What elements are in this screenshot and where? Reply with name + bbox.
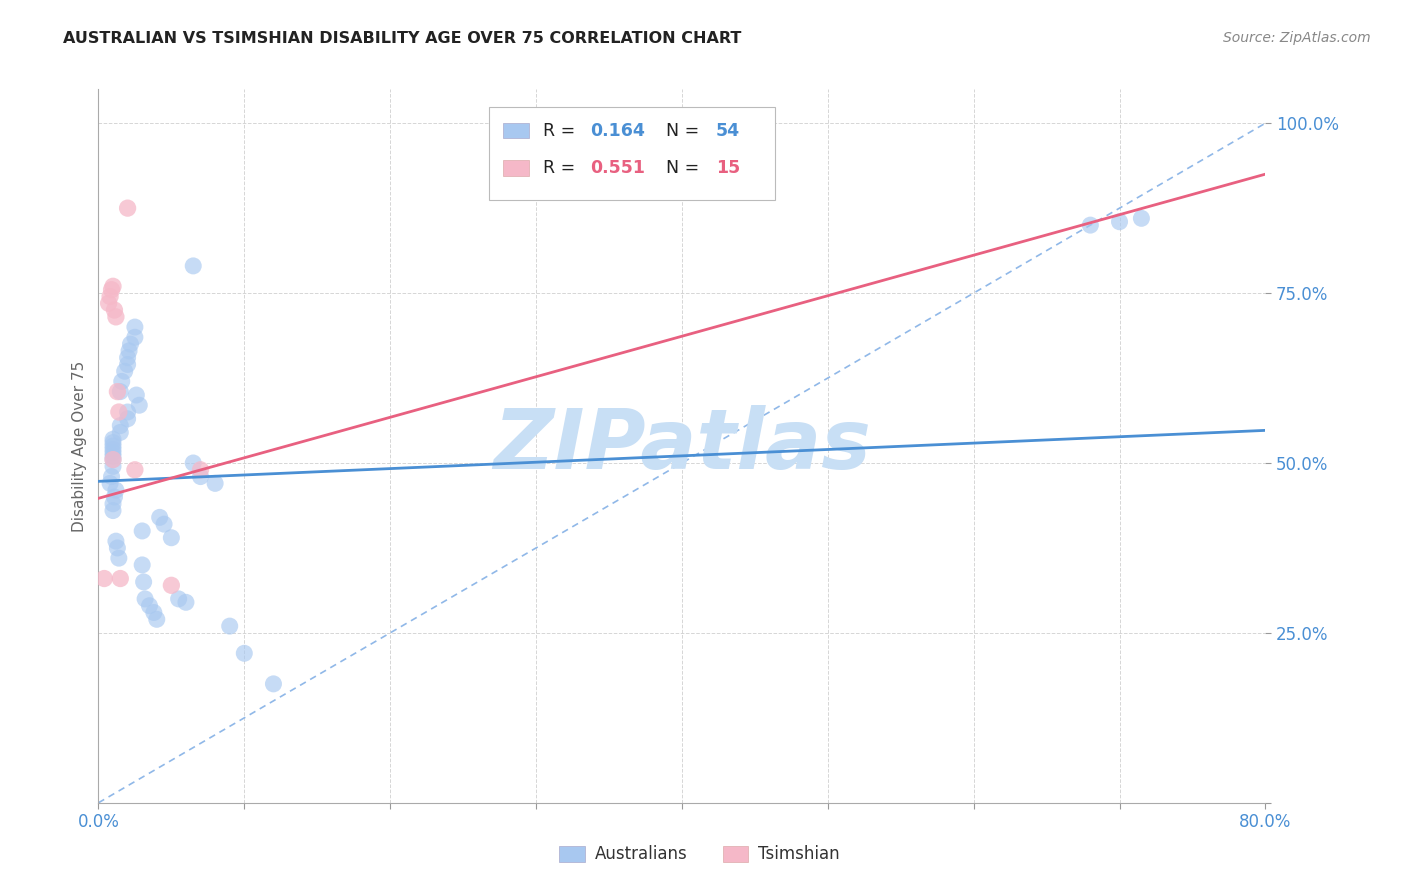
Text: AUSTRALIAN VS TSIMSHIAN DISABILITY AGE OVER 75 CORRELATION CHART: AUSTRALIAN VS TSIMSHIAN DISABILITY AGE O… bbox=[63, 31, 741, 46]
Point bbox=[117, 351, 139, 365]
Point bbox=[101, 446, 124, 460]
Point bbox=[103, 303, 125, 318]
Text: N =: N = bbox=[655, 121, 704, 139]
Point bbox=[1130, 211, 1153, 226]
Point bbox=[160, 531, 183, 545]
Point bbox=[132, 574, 155, 589]
Point bbox=[149, 510, 172, 524]
Point bbox=[100, 283, 122, 297]
Point bbox=[131, 558, 153, 572]
Text: R =: R = bbox=[543, 121, 581, 139]
Point bbox=[160, 578, 183, 592]
Point bbox=[110, 425, 132, 440]
Point bbox=[117, 412, 139, 426]
Point bbox=[101, 449, 124, 463]
Point bbox=[134, 591, 156, 606]
Point bbox=[120, 337, 142, 351]
Bar bbox=[503, 123, 529, 138]
Text: 0.551: 0.551 bbox=[589, 159, 645, 177]
Point bbox=[100, 469, 122, 483]
Text: Tsimshian: Tsimshian bbox=[758, 846, 839, 863]
Point bbox=[110, 418, 132, 433]
Point bbox=[131, 524, 153, 538]
Point bbox=[101, 497, 124, 511]
Point bbox=[93, 572, 115, 586]
Point bbox=[98, 289, 121, 303]
Text: 54: 54 bbox=[716, 121, 740, 139]
Point bbox=[117, 405, 139, 419]
Text: N =: N = bbox=[655, 159, 704, 177]
Point bbox=[101, 435, 124, 450]
Point bbox=[125, 388, 148, 402]
Point bbox=[1080, 218, 1102, 232]
Point bbox=[167, 591, 190, 606]
Point bbox=[181, 456, 204, 470]
Point bbox=[181, 259, 204, 273]
Point bbox=[108, 405, 131, 419]
Point bbox=[117, 358, 139, 372]
Point bbox=[101, 459, 124, 474]
Bar bbox=[503, 160, 529, 176]
Bar bbox=[560, 847, 585, 862]
Point bbox=[104, 310, 127, 324]
Point bbox=[233, 646, 256, 660]
Point bbox=[101, 439, 124, 453]
Point bbox=[190, 463, 212, 477]
Point bbox=[105, 541, 128, 555]
Point bbox=[97, 296, 120, 310]
Point bbox=[174, 595, 197, 609]
Point bbox=[101, 452, 124, 467]
Point bbox=[108, 551, 131, 566]
Point bbox=[218, 619, 240, 633]
Point bbox=[101, 279, 124, 293]
Point bbox=[101, 452, 124, 467]
Point bbox=[104, 534, 127, 549]
Text: Source: ZipAtlas.com: Source: ZipAtlas.com bbox=[1223, 31, 1371, 45]
Point bbox=[262, 677, 284, 691]
Bar bbox=[723, 847, 748, 862]
Y-axis label: Disability Age Over 75: Disability Age Over 75 bbox=[72, 360, 87, 532]
Point bbox=[101, 503, 124, 517]
Point bbox=[101, 442, 124, 457]
Point bbox=[114, 364, 136, 378]
Point bbox=[111, 375, 134, 389]
Text: R =: R = bbox=[543, 159, 581, 177]
Point bbox=[110, 384, 132, 399]
Point bbox=[104, 483, 127, 498]
Point bbox=[110, 572, 132, 586]
Point bbox=[190, 469, 212, 483]
Point bbox=[138, 599, 160, 613]
Text: 0.164: 0.164 bbox=[589, 121, 644, 139]
Point bbox=[128, 398, 150, 412]
FancyBboxPatch shape bbox=[489, 107, 775, 200]
Point bbox=[118, 343, 141, 358]
Point bbox=[101, 432, 124, 446]
Point bbox=[142, 606, 165, 620]
Point bbox=[124, 463, 146, 477]
Text: 15: 15 bbox=[716, 159, 740, 177]
Point bbox=[146, 612, 169, 626]
Point bbox=[105, 384, 128, 399]
Point bbox=[153, 517, 176, 532]
Point bbox=[117, 201, 139, 215]
Text: ZIPatlas: ZIPatlas bbox=[494, 406, 870, 486]
Point bbox=[124, 320, 146, 334]
Point bbox=[103, 490, 125, 504]
Point bbox=[204, 476, 226, 491]
Point bbox=[124, 330, 146, 344]
Point bbox=[98, 476, 121, 491]
Text: Australians: Australians bbox=[595, 846, 688, 863]
Point bbox=[1108, 215, 1130, 229]
